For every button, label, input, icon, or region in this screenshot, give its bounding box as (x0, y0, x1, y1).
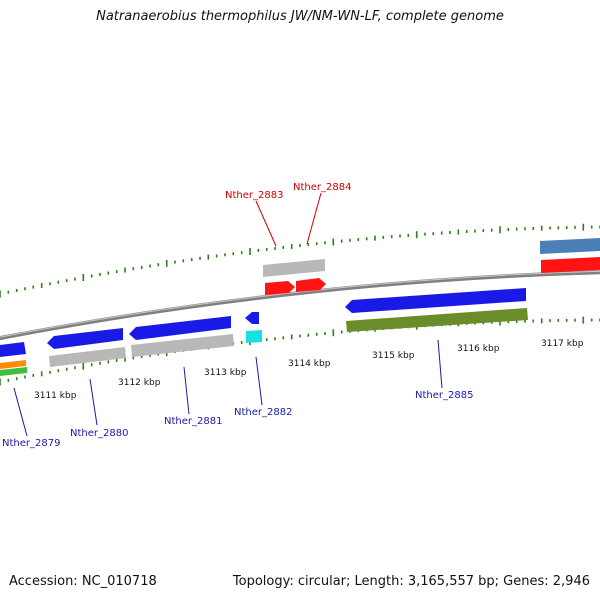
leader-line (255, 200, 277, 247)
gene-feature-cyan[interactable] (246, 330, 262, 343)
scale-label: 3115 kbp (372, 351, 415, 361)
gene-label[interactable]: Nther_2883 (225, 190, 283, 201)
map-title: Natranaerobius thermophilus JW/NM-WN-LF,… (96, 9, 504, 24)
genome-backbone-highlight (0, 270, 600, 338)
gene-feature-orange[interactable] (0, 360, 26, 369)
gene-feature-green[interactable] (0, 367, 27, 376)
scale-label: 3114 kbp (288, 359, 331, 369)
scale-label: 3112 kbp (118, 378, 161, 388)
gene-feature-blue[interactable] (47, 328, 123, 349)
gene-feature-red[interactable] (265, 281, 295, 295)
leader-line (183, 366, 190, 415)
scale-label: 3111 kbp (34, 391, 77, 401)
scale-label: 3116 kbp (457, 344, 500, 354)
tick-row-bottom (0, 316, 600, 386)
leader-line (89, 378, 98, 426)
gene-label[interactable]: Nther_2882 (234, 407, 292, 418)
gene-feature-olive[interactable] (346, 308, 528, 332)
scale-label: 3113 kbp (204, 368, 247, 378)
gene-label[interactable]: Nther_2884 (293, 182, 351, 193)
leader-line (437, 339, 443, 389)
gene-feature-gray[interactable] (131, 334, 234, 357)
gene-label[interactable]: Nther_2881 (164, 416, 222, 427)
gene-label[interactable]: Nther_2880 (70, 428, 128, 439)
leader-line (13, 387, 28, 437)
accession-label: Accession: NC_010718 (9, 574, 157, 589)
leader-line (306, 192, 322, 245)
leader-line (255, 356, 263, 406)
gene-feature-steel[interactable] (540, 238, 600, 254)
gene-feature-blue[interactable] (245, 312, 259, 324)
gene-feature-gray[interactable] (263, 259, 325, 277)
gene-feature-red[interactable] (296, 278, 326, 292)
scale-label: 3117 kbp (541, 339, 584, 349)
tick-row-top (0, 223, 600, 298)
gene-label[interactable]: Nther_2879 (2, 438, 60, 449)
gene-feature-red[interactable] (541, 257, 600, 273)
genome-stats-label: Topology: circular; Length: 3,165,557 bp… (232, 574, 590, 589)
gene-feature-blue[interactable] (345, 288, 526, 313)
gene-label[interactable]: Nther_2885 (415, 390, 473, 401)
gene-feature-blue[interactable] (0, 342, 26, 357)
genome-backbone (0, 270, 600, 341)
gene-feature-blue[interactable] (129, 316, 231, 340)
gene-feature-gray[interactable] (49, 347, 126, 367)
